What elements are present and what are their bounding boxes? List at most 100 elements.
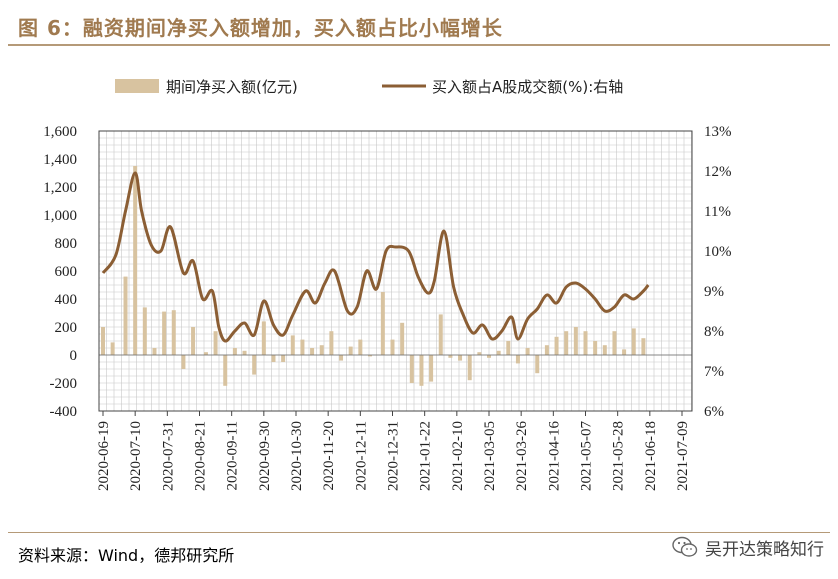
bar-25 <box>348 346 353 355</box>
bar-15 <box>252 355 257 375</box>
legend-bar-label: 期间净买入额(亿元) <box>166 78 298 96</box>
line-path <box>101 171 650 343</box>
bar-31 <box>409 355 414 383</box>
bar-6 <box>162 311 167 355</box>
x-tick-14: 2021-04-16 <box>546 421 562 491</box>
bar-5 <box>152 348 157 355</box>
y-right-tick-3: 9% <box>704 284 724 300</box>
y-right-tick-2: 8% <box>704 324 724 340</box>
bar-38 <box>477 352 482 355</box>
x-tick-11: 2021-02-10 <box>450 421 466 491</box>
x-tick-13: 2021-03-26 <box>514 421 530 491</box>
bar-9 <box>191 327 196 355</box>
x-tick-3: 2020-08-21 <box>193 421 209 491</box>
bar-12 <box>223 355 228 386</box>
x-tick-10: 2021-01-22 <box>418 421 434 491</box>
y-left-tick-8: 1,200 <box>43 180 77 196</box>
bar-33 <box>429 355 434 382</box>
bar-19 <box>290 335 295 355</box>
bar-7 <box>171 310 176 355</box>
bar-4 <box>142 307 147 355</box>
x-tick-8: 2020-12-11 <box>353 421 369 490</box>
y-right-tick-1: 7% <box>704 364 724 380</box>
title-divider <box>8 44 830 46</box>
legend-line-label: 买入额占A股成交额(%):右轴 <box>432 78 623 96</box>
wechat-icon <box>672 536 698 557</box>
bar-45 <box>544 345 549 355</box>
bar-17 <box>271 355 276 362</box>
bar-20 <box>300 339 305 355</box>
y-left-tick-10: 1,600 <box>43 124 77 140</box>
bar-24 <box>339 355 344 361</box>
y-right-tick-7: 13% <box>704 124 732 140</box>
bar-11 <box>213 331 218 355</box>
bar-27 <box>367 355 372 357</box>
x-tick-16: 2021-05-28 <box>611 421 627 491</box>
bar-47 <box>564 331 569 355</box>
bar-44 <box>535 355 540 374</box>
bar-30 <box>400 322 405 355</box>
bar-35 <box>448 355 453 358</box>
bar-23 <box>329 331 334 355</box>
bar-39 <box>487 355 491 358</box>
chart-title: 图 6：融资期间净买入额增加，买入额占比小幅增长 <box>18 16 503 40</box>
x-tick-4: 2020-09-11 <box>225 421 241 490</box>
bar-49 <box>583 331 588 355</box>
y-right-tick-5: 11% <box>704 204 731 220</box>
y-left-tick-1: -200 <box>50 376 78 392</box>
y-left-tick-3: 200 <box>55 320 78 336</box>
axis-layer: -400 -200 0 200 400 600 800 1,000 1,200 1,400 1,60… <box>43 124 731 491</box>
x-tick-0: 2020-06-19 <box>96 421 112 491</box>
legend: 期间净买入额(亿元) 买入额占A股成交额(%):右轴 <box>115 78 623 96</box>
bar-1 <box>110 342 115 355</box>
bar-52 <box>612 331 617 355</box>
bar-3 <box>133 166 138 355</box>
brand-watermark: 吴开达策略知行 <box>671 533 824 561</box>
bar-14 <box>242 350 247 355</box>
x-tick-7: 2020-11-20 <box>321 421 337 490</box>
bar-43 <box>525 348 530 355</box>
bar-50 <box>593 341 598 355</box>
bar-51 <box>602 345 607 355</box>
x-tick-18: 2021-07-09 <box>675 421 691 491</box>
x-tick-17: 2021-06-18 <box>643 421 659 491</box>
bar-41 <box>506 341 511 355</box>
bar-8 <box>181 355 186 369</box>
bar-29 <box>390 339 395 355</box>
legend-bar-swatch <box>115 79 159 93</box>
bar-0 <box>101 327 105 355</box>
line-series <box>101 171 650 343</box>
footer-divider <box>8 532 830 533</box>
y-left-tick-7: 1,000 <box>43 208 77 224</box>
y-right-tick-6: 12% <box>704 164 732 180</box>
y-right-tick-4: 10% <box>704 244 732 260</box>
bar-40 <box>496 350 501 355</box>
bar-46 <box>554 336 559 355</box>
bar-2 <box>123 276 128 355</box>
bar-37 <box>467 355 472 381</box>
bar-10 <box>203 352 208 355</box>
bar-42 <box>515 355 520 364</box>
y-left-tick-5: 600 <box>55 264 78 280</box>
chart-canvas: -400 -200 0 200 400 600 800 1,000 1,200 1,400 1,60… <box>43 78 731 491</box>
bar-32 <box>419 355 424 386</box>
y-left-tick-6: 800 <box>55 236 78 252</box>
bar-48 <box>573 327 578 355</box>
bar-16 <box>261 321 266 355</box>
y-left-tick-0: -400 <box>50 404 78 420</box>
y-left-tick-4: 400 <box>55 292 78 308</box>
bar-53 <box>622 349 627 355</box>
x-tick-12: 2021-03-05 <box>482 421 498 491</box>
bar-55 <box>641 338 646 355</box>
bar-18 <box>281 355 286 362</box>
bar-series <box>101 166 646 386</box>
y-left-tick-9: 1,400 <box>43 152 77 168</box>
source-note: 资料来源：Wind，德邦研究所 <box>18 546 235 565</box>
brand-name: 吴开达策略知行 <box>705 539 824 560</box>
bar-36 <box>458 355 463 361</box>
bar-22 <box>319 345 324 355</box>
bar-26 <box>358 339 363 355</box>
x-tick-9: 2020-12-31 <box>386 421 402 491</box>
bar-34 <box>438 314 443 355</box>
x-tick-15: 2021-05-07 <box>579 421 595 491</box>
